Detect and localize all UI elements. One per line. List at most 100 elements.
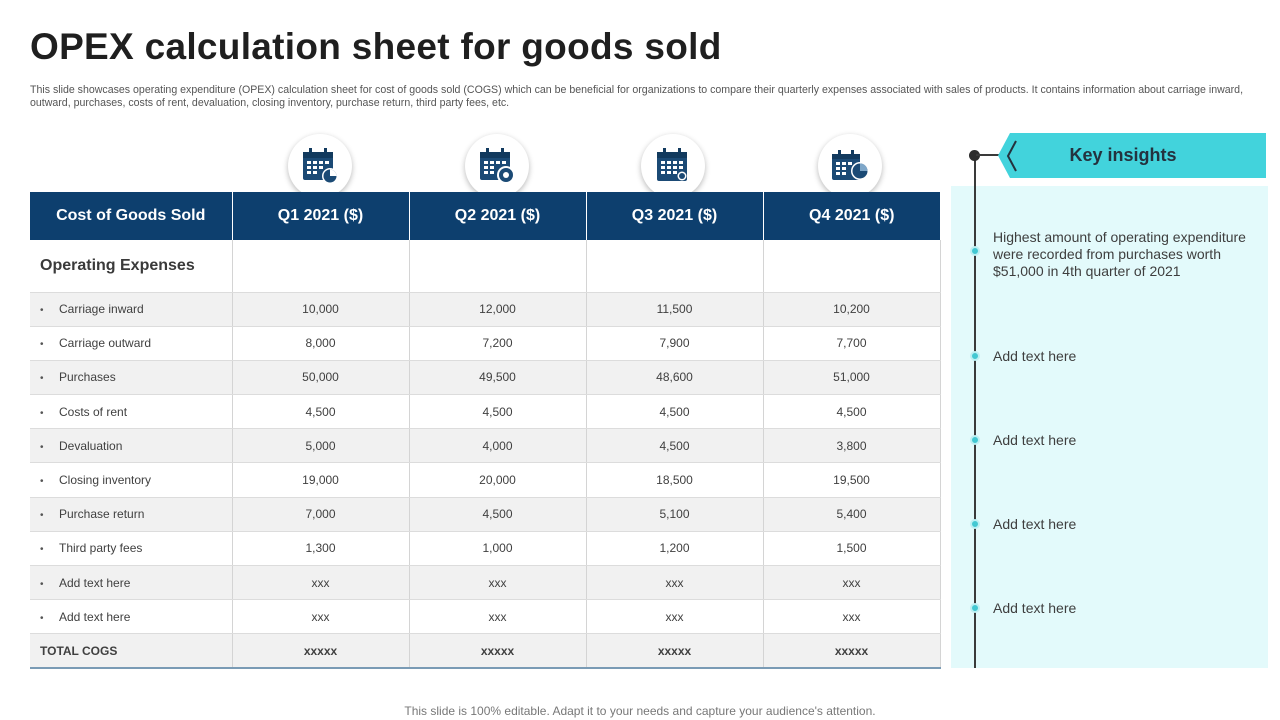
row-label: Carriage outward — [59, 336, 152, 351]
table-cell: 7,900 — [586, 326, 764, 361]
header-q1: Q1 2021 ($) — [232, 192, 410, 240]
table-row: • Carriage outward 8,000 7,200 7,900 7,700 — [30, 326, 941, 361]
table-cell: 10,000 — [232, 292, 410, 327]
total-cell: xxxxx — [232, 633, 410, 669]
row-label: Purchase return — [59, 507, 145, 522]
table-row: • Third party fees 1,300 1,000 1,200 1,500 — [30, 531, 941, 567]
timeline-connector — [976, 154, 1002, 156]
table-cell: xxx — [409, 599, 587, 635]
page-description: This slide showcases operating expenditu… — [30, 84, 1244, 109]
table-cell: 11,500 — [586, 292, 764, 327]
table-cell: 48,600 — [586, 360, 764, 396]
calendar-chart-icon — [832, 150, 869, 180]
bullet-icon: • — [40, 476, 44, 488]
table-cell: 4,500 — [763, 394, 941, 430]
timeline-dot — [970, 435, 980, 445]
total-cell: xxxxx — [409, 633, 587, 669]
q2-calendar-icon — [465, 134, 529, 198]
table-cell: 7,200 — [409, 326, 587, 361]
row-label: Devaluation — [59, 438, 123, 453]
total-cell: xxxxx — [763, 633, 941, 669]
table-cell: 49,500 — [409, 360, 587, 396]
table-cell — [763, 240, 941, 293]
table-row: • Carriage inward 10,000 12,000 11,500 10,200 — [30, 292, 941, 327]
insight-item-1: Highest amount of operating expenditure … — [993, 229, 1246, 279]
header-q3: Q3 2021 ($) — [586, 192, 764, 240]
row-label-cell: • Costs of rent — [30, 394, 233, 430]
table-cell: xxx — [763, 599, 941, 635]
section-row-operating-expenses: Operating Expenses — [30, 240, 941, 293]
header-cost-of-goods-sold: Cost of Goods Sold — [30, 192, 233, 240]
section-label: Operating Expenses — [30, 240, 233, 293]
table-cell: 19,500 — [763, 462, 941, 498]
header-q2: Q2 2021 ($) — [409, 192, 587, 240]
row-label: Closing inventory — [59, 473, 152, 488]
row-label: Costs of rent — [59, 404, 128, 419]
table-cell: 8,000 — [232, 326, 410, 361]
total-label: TOTAL COGS — [30, 633, 233, 669]
row-label: Add text here — [59, 609, 131, 624]
insight-item-4: Add text here — [993, 516, 1077, 532]
row-label-cell: • Add text here — [30, 599, 233, 635]
table-cell — [232, 240, 410, 293]
table-cell: 4,000 — [409, 428, 587, 464]
timeline-dot — [970, 519, 980, 529]
table-cell: 18,500 — [586, 462, 764, 498]
table-cell: 5,400 — [763, 497, 941, 532]
bullet-icon: • — [40, 339, 44, 351]
table-row: • Purchases 50,000 49,500 48,600 51,000 — [30, 360, 941, 396]
q1-calendar-icon — [288, 134, 352, 198]
key-insights-title: Key insights — [1069, 145, 1177, 165]
key-insights-banner — [998, 133, 1266, 178]
bullet-icon: • — [40, 510, 44, 522]
cogs-table: Cost of Goods Sold Q1 2021 ($) Q2 2021 (… — [30, 192, 941, 669]
bullet-icon: • — [40, 612, 44, 624]
q3-calendar-icon — [641, 134, 705, 198]
table-row: • Add text here xxx xxx xxx xxx — [30, 599, 941, 635]
bullet-icon: • — [40, 441, 44, 453]
row-label-cell: • Purchase return — [30, 497, 233, 532]
table-cell: 1,500 — [763, 531, 941, 567]
table-cell: 50,000 — [232, 360, 410, 396]
table-row: • Add text here xxx xxx xxx xxx — [30, 565, 941, 601]
row-label-cell: • Purchases — [30, 360, 233, 396]
table-cell: 1,000 — [409, 531, 587, 567]
table-cell — [409, 240, 587, 293]
bullet-icon: • — [40, 544, 44, 556]
calendar-pie-icon — [303, 148, 338, 184]
header-q4: Q4 2021 ($) — [763, 192, 940, 240]
table-cell: xxx — [763, 565, 941, 601]
timeline-dot — [970, 603, 980, 613]
timeline-line — [974, 155, 976, 668]
table-cell: 3,800 — [763, 428, 941, 464]
table-cell — [586, 240, 764, 293]
total-cell: xxxxx — [586, 633, 764, 669]
row-label: Add text here — [59, 575, 131, 590]
table-row: • Closing inventory 19,000 20,000 18,500 19,5… — [30, 462, 941, 498]
row-label: Purchases — [59, 370, 116, 385]
table-cell: 4,500 — [409, 394, 587, 430]
table-cell: 7,000 — [232, 497, 410, 532]
insight-item-5: Add text here — [993, 600, 1077, 616]
table-cell: 5,000 — [232, 428, 410, 464]
table-cell: 10,200 — [763, 292, 941, 327]
page-title: OPEX calculation sheet for goods sold — [30, 26, 722, 67]
bullet-icon: • — [40, 407, 44, 419]
row-label-cell: • Closing inventory — [30, 462, 233, 498]
timeline-dot — [970, 246, 980, 256]
table-cell: 19,000 — [232, 462, 410, 498]
insight-item-2: Add text here — [993, 348, 1077, 364]
row-label-cell: • Carriage outward — [30, 326, 233, 361]
table-row: • Costs of rent 4,500 4,500 4,500 4,500 — [30, 394, 941, 430]
table-cell: xxx — [586, 565, 764, 601]
bullet-icon: • — [40, 373, 44, 385]
table-cell: 4,500 — [586, 428, 764, 464]
table-cell: 7,700 — [763, 326, 941, 361]
insight-item-3: Add text here — [993, 432, 1077, 448]
bullet-icon: • — [40, 578, 44, 590]
table-cell: 20,000 — [409, 462, 587, 498]
row-label-cell: • Devaluation — [30, 428, 233, 464]
table-cell: 12,000 — [409, 292, 587, 327]
row-label-cell: • Add text here — [30, 565, 233, 601]
table-cell: 4,500 — [409, 497, 587, 532]
